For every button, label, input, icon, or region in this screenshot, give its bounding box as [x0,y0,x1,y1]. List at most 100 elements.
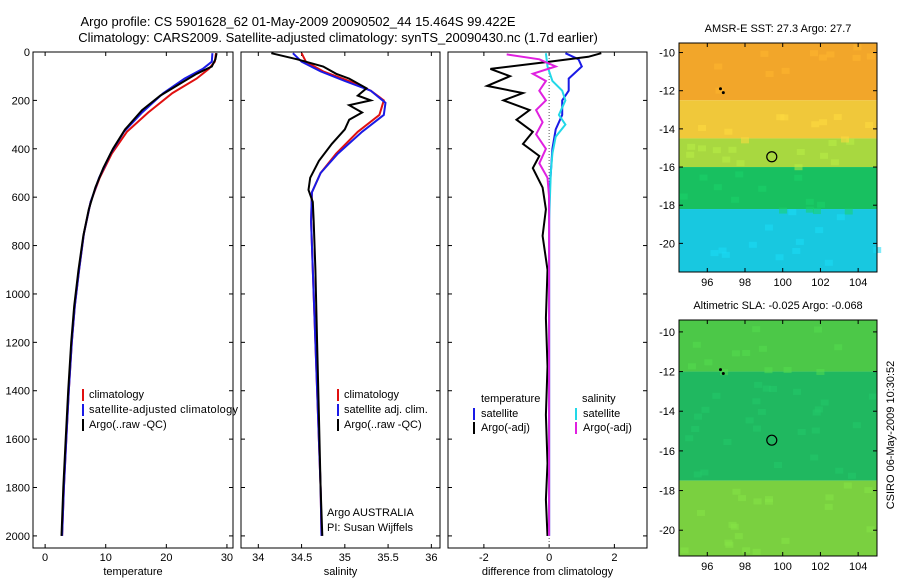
map-texture-cell [836,214,845,221]
map-texture-cell [752,398,761,405]
x-tick-label: 10 [100,552,112,564]
map-texture-cell [775,254,784,261]
map-title: Altimetric SLA: -0.025 Argo: -0.068 [693,300,862,312]
x-tick-label: 34.5 [291,552,312,564]
map-texture-cell [824,259,833,266]
map-band-4 [679,209,877,272]
legend-header: salinity [582,393,616,405]
y-tick-label: 1400 [6,386,30,398]
map-texture-cell [752,548,761,555]
map-texture-cell [834,344,843,351]
legend-label: Argo(..raw -QC) [344,419,422,431]
x-tick-label: 34 [252,552,264,564]
panel-temperature: 0 200 400 600 800 1000 1200 1400 1600 1800 2000 0 10… [6,47,239,578]
map-texture-cell [762,385,771,392]
map-texture-cell [781,67,790,74]
map-y-tick-label: -14 [659,124,675,136]
float-track-dot [718,368,722,372]
legend-label: satellite-adjusted climatology [89,404,239,416]
x-tick-label: 30 [221,552,233,564]
map-texture-cell [765,71,774,78]
map-texture-cell [699,174,708,181]
figure-title-line2: Climatology: CARS2009. Satellite-adjuste… [78,30,598,45]
map-texture-cell [758,185,767,192]
map-texture-cell [780,114,789,121]
plot-frame [32,51,234,549]
panel-difference: -2 0 2 difference from climatology temperatu… [447,51,648,578]
map-texture-cell [810,50,819,57]
legend-label: Argo(-adj) [481,422,530,434]
map-texture-cell [696,509,705,516]
map-texture-cell [796,148,805,155]
map-frame [678,42,878,273]
map-texture-cell [810,454,819,461]
map-texture-cell [844,208,853,215]
legend-label: climatology [89,389,145,401]
map-texture-cell [734,533,743,540]
y-tick-label: 200 [12,95,30,107]
y-tick-label: 2000 [6,531,30,543]
map-texture-cell [728,146,737,153]
map-texture-cell [721,251,730,258]
map-texture-cell [816,368,825,375]
map-texture-cell [714,63,723,70]
map-texture-cell [731,350,740,357]
side-credit: CSIRO 06-May-2009 10:30:52 [885,361,897,510]
map-texture-cell [748,241,757,248]
x-tick-label: -2 [479,552,489,564]
map-texture-cell [724,128,733,135]
map-texture-cell [700,469,709,476]
map-texture-cell [805,198,814,205]
map-texture-cell [704,359,713,366]
map-texture-cell [731,196,740,203]
x-tick-label: 0 [42,552,48,564]
y-tick-label: 1000 [6,289,30,301]
series-line-0 [61,53,217,536]
plot-frame [447,51,648,549]
map-sla_map: Altimetric SLA: -0.025 Argo: -0.068 96 98 1… [659,300,878,573]
map-texture-cell [720,369,729,376]
map-texture-cell [864,487,873,494]
x-axis-label: temperature [103,566,162,578]
map-texture-cell [757,408,766,415]
map-title: AMSR-E SST: 27.3 Argo: 27.7 [705,23,852,35]
map-texture-cell [819,119,828,126]
map-texture-cell [693,471,702,478]
float-position-marker [766,434,778,446]
map-texture-cell [825,494,834,501]
map-y-tick-label: -14 [659,406,675,418]
map-texture-cell [826,51,835,58]
map-texture-cell [697,145,706,152]
map-texture-cell [805,206,814,213]
credit-annotation: Argo AUSTRALIA [327,507,414,519]
y-tick-label: 1200 [6,337,30,349]
map-texture-cell [843,482,852,489]
map-texture-cell [764,224,773,231]
map-texture-cell [817,201,826,208]
series-line-1 [61,53,214,536]
y-tick-label: 600 [12,192,30,204]
map-texture-cell [732,488,741,495]
map-texture-cell [710,250,719,257]
y-tick-label: 0 [24,47,30,59]
map-texture-cell [795,238,804,245]
map-x-tick-label: 98 [739,277,751,289]
map-y-tick-label: -18 [659,200,675,212]
map-x-tick-label: 96 [701,561,713,573]
map-texture-cell [753,498,762,505]
map-texture-cell [686,151,695,158]
map-texture-cell [691,426,700,433]
x-tick-label: 2 [611,552,617,564]
map-texture-cell [758,345,767,352]
map-texture-cell [764,496,773,503]
x-tick-label: 35.5 [377,552,398,564]
y-tick-label: 800 [12,241,30,253]
map-texture-cell [752,326,761,333]
map-texture-cell [694,413,703,420]
x-tick-label: 36 [425,552,437,564]
map-y-tick-label: -20 [659,525,675,537]
map-y-tick-label: -18 [659,486,675,498]
map-texture-cell [794,174,803,181]
credit-annotation: PI: Susan Wijffels [327,522,413,534]
map-texture-cell [814,326,823,333]
